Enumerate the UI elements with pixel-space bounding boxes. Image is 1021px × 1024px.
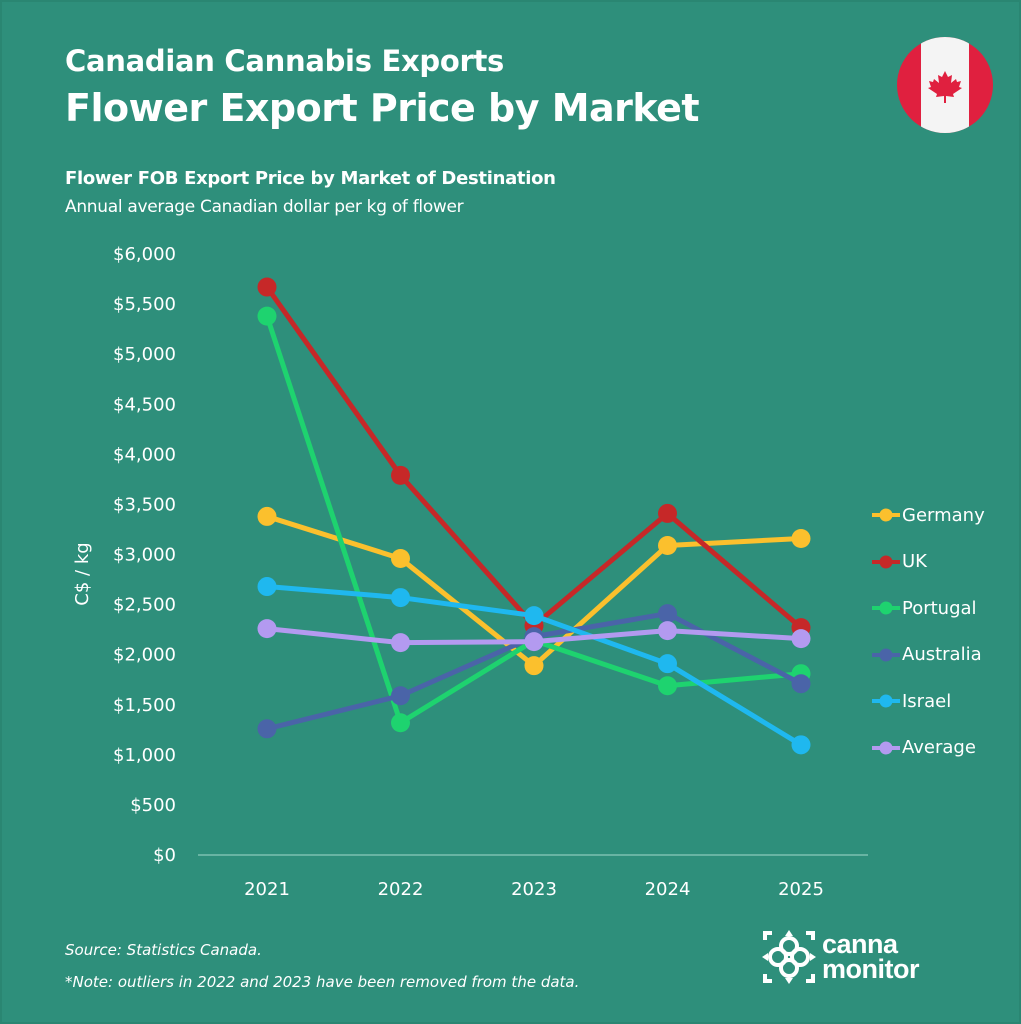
chart-subtitle: Annual average Canadian dollar per kg of… [65,197,464,217]
legend-item-australia: Australia [872,632,985,679]
legend-marker-icon [872,694,900,708]
series-uk [257,277,811,638]
data-point-israel-2024 [658,654,677,674]
data-point-average-2023 [524,632,544,652]
legend-item-uk: UK [872,539,985,586]
canada-flag-icon [897,37,993,133]
legend-label: Average [902,737,976,759]
cannamonitor-logo: canna monitor [760,928,920,986]
chart-title: Flower FOB Export Price by Market of Des… [65,168,556,189]
y-tick-label: $3,000 [113,545,176,566]
y-tick-label: $6,000 [113,244,176,265]
legend-marker-icon [872,508,900,522]
series-israel [257,577,811,755]
x-tick-label: 2024 [645,879,691,900]
series-average [257,619,811,653]
y-tick-label: $4,500 [113,394,176,415]
chart-legend: Germany UK Portugal Australia Israel Average [872,492,985,771]
data-point-israel-2022 [391,588,410,608]
x-tick-label: 2023 [511,879,557,900]
data-point-israel-2023 [524,606,544,626]
data-point-australia-2024 [658,604,677,624]
y-tick-label: $500 [130,795,176,816]
legend-marker-icon [872,555,900,569]
x-tick-label: 2022 [378,879,424,900]
y-tick-label: $4,000 [113,444,176,465]
logo-wordmark: canna monitor [822,929,920,984]
data-point-average-2025 [791,629,811,649]
data-point-uk-2024 [658,503,677,523]
legend-label: Portugal [902,597,977,619]
logo-line-1: canna [822,929,898,959]
data-point-germany-2022 [391,549,410,569]
data-point-portugal-2021 [257,306,277,326]
data-point-australia-2025 [791,674,811,694]
x-tick-label: 2021 [244,879,290,900]
series-germany [257,506,811,676]
y-tick-label: $2,500 [113,595,176,616]
y-tick-label: $0 [153,845,176,866]
series-line-uk [264,285,803,630]
data-point-germany-2024 [658,535,677,555]
y-tick-label: $5,500 [113,294,176,315]
source-note: Source: Statistics Canada. [65,941,262,959]
data-point-australia-2022 [391,686,410,706]
legend-item-portugal: Portugal [872,585,985,632]
x-tick-label: 2025 [778,879,824,900]
y-axis-label: C$ / kg [72,542,93,605]
maple-leaf-icon [928,71,962,103]
logo-line-2: monitor [822,954,920,984]
legend-label: Germany [902,504,985,526]
data-point-uk-2021 [257,277,277,297]
data-point-uk-2022 [391,465,410,485]
legend-label: UK [902,551,927,573]
legend-item-israel: Israel [872,678,985,725]
y-tick-label: $2,000 [113,645,176,666]
legend-item-germany: Germany [872,492,985,539]
data-point-average-2022 [391,633,410,653]
legend-label: Israel [902,690,952,712]
data-point-portugal-2022 [391,713,410,733]
y-tick-label: $1,000 [113,745,176,766]
legend-marker-icon [872,648,900,662]
data-point-portugal-2024 [658,676,677,696]
data-point-average-2024 [658,621,677,641]
y-tick-label: $1,500 [113,695,176,716]
data-point-germany-2021 [257,506,277,526]
data-point-germany-2023 [524,656,544,676]
outlier-note: *Note: outliers in 2022 and 2023 have be… [65,973,580,991]
data-point-average-2021 [257,619,277,639]
page-headline: Flower Export Price by Market [65,86,700,130]
legend-marker-icon [872,601,900,615]
y-tick-label: $3,500 [113,494,176,515]
legend-label: Australia [902,644,982,666]
data-point-germany-2025 [791,528,811,548]
page-title: Canadian Cannabis Exports [65,44,504,78]
y-tick-label: $5,000 [113,344,176,365]
data-point-australia-2021 [257,719,277,739]
legend-marker-icon [872,741,900,755]
flower-logo-icon [762,930,816,984]
data-point-israel-2025 [791,735,811,755]
legend-item-average: Average [872,725,985,772]
data-point-israel-2021 [257,577,277,597]
